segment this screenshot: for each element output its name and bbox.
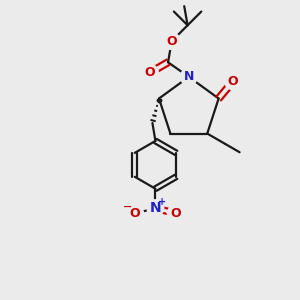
Circle shape <box>147 200 164 217</box>
Text: O: O <box>170 207 181 220</box>
Text: O: O <box>130 207 140 220</box>
Text: O: O <box>228 75 238 88</box>
Circle shape <box>142 64 158 81</box>
Text: +: + <box>158 196 166 207</box>
Circle shape <box>167 205 184 222</box>
Text: O: O <box>167 34 177 48</box>
Circle shape <box>225 73 242 90</box>
Text: −: − <box>123 202 132 212</box>
Text: N: N <box>184 70 194 83</box>
Text: O: O <box>145 66 155 79</box>
Circle shape <box>127 205 143 222</box>
Circle shape <box>164 33 180 50</box>
Circle shape <box>181 68 197 85</box>
Text: N: N <box>150 201 161 215</box>
